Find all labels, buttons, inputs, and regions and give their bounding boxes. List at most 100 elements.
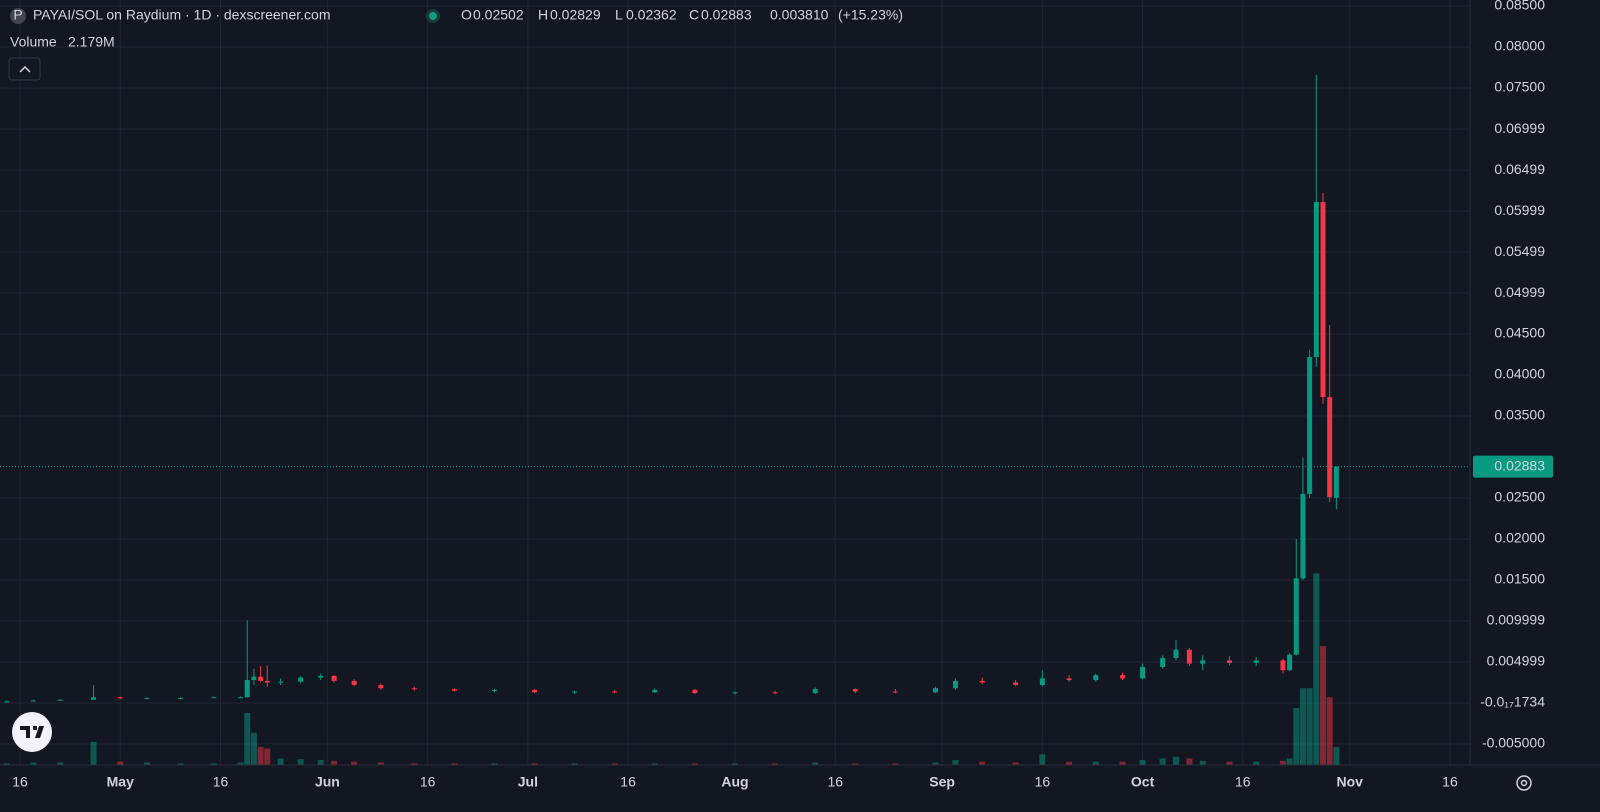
volume-bar	[1226, 761, 1233, 765]
y-tick-label: 0.004999	[1487, 653, 1546, 669]
y-tick-label: 0.02000	[1494, 530, 1545, 546]
candle-body	[1160, 657, 1166, 667]
volume-bar	[317, 760, 324, 765]
candle-body	[411, 688, 417, 690]
x-tick-label: 16	[1235, 774, 1251, 790]
candle-body	[1066, 678, 1072, 681]
settings-icon-center	[1520, 779, 1528, 787]
token-icon	[10, 8, 26, 24]
candle-body	[244, 680, 250, 698]
y-tick-label: 0.04500	[1494, 325, 1545, 341]
volume-label: Volume	[10, 34, 57, 50]
volume-bar	[1306, 688, 1313, 765]
change-pct: (+15.23%)	[838, 7, 903, 23]
volume-bar	[1092, 761, 1099, 765]
volume-bar	[3, 763, 10, 765]
candle-body	[57, 699, 63, 701]
y-tick-label: 0.07500	[1494, 79, 1545, 95]
candle-body	[298, 677, 304, 682]
volume-bar	[812, 762, 819, 765]
y-tick-label: 0.05499	[1494, 243, 1545, 259]
candle-body	[1186, 649, 1192, 664]
volume-bar	[1279, 760, 1286, 765]
volume-bar	[30, 762, 37, 765]
volume-bar	[772, 763, 779, 765]
candle-body	[812, 689, 818, 694]
volume-bar	[491, 763, 498, 765]
ohlc-value: 0.02362	[626, 7, 677, 23]
grid	[0, 0, 1470, 765]
x-tick-label: Jun	[315, 774, 340, 790]
candle-body	[1120, 675, 1126, 679]
volume-bar	[611, 763, 618, 765]
x-tick-label: 16	[213, 774, 229, 790]
candle-body	[1039, 678, 1045, 685]
y-tick-label: 0.03500	[1494, 407, 1545, 423]
candle-body	[532, 689, 538, 693]
y-tick-label: 0.08000	[1494, 38, 1545, 54]
axes: 16 May 16 Jun 16 Jul 16 Aug 16 Sep 16 Oct 16 Nov 16 0.0…	[0, 0, 1553, 790]
candle-body	[932, 688, 938, 693]
volume-bar	[117, 761, 124, 765]
change: 0.003810	[770, 7, 829, 23]
candle-body	[1313, 201, 1319, 357]
x-tick-label: 16	[420, 774, 436, 790]
volume-bar	[90, 741, 97, 765]
x-tick-label: May	[107, 774, 134, 790]
candle-body	[491, 689, 497, 691]
volume-bar	[57, 762, 64, 765]
y-tick-label: 0.06499	[1494, 161, 1545, 177]
volume-bar	[331, 760, 338, 765]
title: PAYAI/SOL on Raydium · 1D · dexscreener.…	[33, 7, 331, 23]
volume-bar	[1326, 697, 1333, 765]
settings-icon[interactable]	[1516, 775, 1532, 791]
candle-body	[258, 676, 264, 681]
x-tick-label: Aug	[721, 774, 748, 790]
volume-bar	[1186, 758, 1193, 765]
candle-body	[91, 697, 97, 700]
candle-body	[1333, 466, 1339, 498]
volume-bar	[531, 763, 538, 765]
candle-body	[692, 689, 698, 694]
volume-value: 2.179M	[68, 34, 115, 50]
volume-bar	[1066, 761, 1073, 765]
collapse-button[interactable]	[8, 57, 41, 81]
candle-body	[451, 689, 457, 691]
candle-body	[378, 684, 384, 689]
candle-body	[278, 681, 284, 683]
candle-body	[572, 691, 578, 693]
candle-body	[953, 680, 958, 689]
candle-body	[732, 692, 738, 694]
volume-bar	[1159, 758, 1166, 765]
y-tick-label: -0.0₁₇1734	[1480, 694, 1545, 710]
tv-logo-mark	[20, 726, 44, 738]
x-tick-label: Nov	[1337, 774, 1364, 790]
volume-bar	[297, 759, 304, 765]
candle-body	[1226, 660, 1232, 663]
volume-bar	[1299, 688, 1306, 765]
x-tick-label: 16	[1035, 774, 1051, 790]
x-tick-label: 16	[1442, 774, 1458, 790]
volume-bar	[1333, 746, 1340, 765]
candle-body	[1013, 682, 1019, 685]
volume-bar	[1173, 756, 1179, 765]
candle-body	[238, 697, 244, 699]
candle-body	[979, 680, 985, 683]
candle-body	[1307, 356, 1313, 494]
ohlc-label: O	[461, 7, 472, 23]
volume-bar	[952, 760, 959, 765]
x-tick-label: Sep	[929, 774, 955, 790]
volume-bar	[651, 763, 658, 765]
candle-body	[892, 691, 898, 693]
y-tick-label: 0.04999	[1494, 284, 1545, 300]
volume-bar	[1286, 758, 1293, 765]
candle-body	[1293, 578, 1299, 655]
volume-bar	[571, 763, 578, 765]
candle-body	[652, 689, 658, 693]
x-tick-label: 16	[12, 774, 28, 790]
volume-bar	[979, 761, 986, 765]
tv-logo	[12, 712, 52, 752]
volume-bar	[244, 712, 251, 765]
ohlc-value: 0.02502	[473, 7, 524, 23]
